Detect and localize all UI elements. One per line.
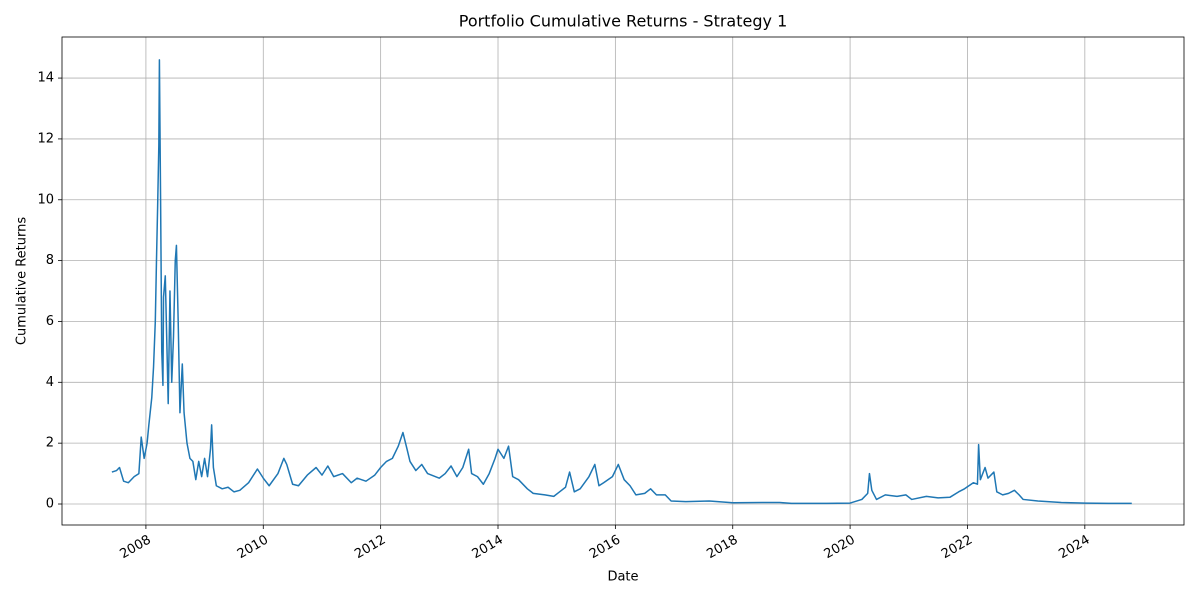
y-tick-label: 4: [46, 375, 54, 390]
plot-frame: [61, 36, 1185, 526]
chart-title: Portfolio Cumulative Returns - Strategy …: [459, 12, 788, 31]
x-tick-label: 2018: [704, 533, 740, 563]
x-tick-label: 2014: [470, 533, 506, 563]
x-tick-label: 2010: [235, 533, 271, 563]
y-tick-label: 10: [37, 192, 54, 207]
y-tick-label: 0: [46, 497, 54, 512]
x-tick-label: 2016: [587, 533, 623, 563]
x-tick-label: 2022: [939, 533, 975, 563]
x-tick-label: 2008: [118, 533, 154, 563]
x-tick-label: 2024: [1056, 533, 1092, 563]
y-tick-label: 8: [46, 253, 54, 268]
y-axis-label: Cumulative Returns: [15, 217, 30, 345]
y-tick-label: 14: [37, 71, 54, 86]
y-tick-label: 12: [37, 131, 54, 146]
x-axis-label: Date: [607, 570, 638, 585]
y-tick-label: 2: [46, 436, 54, 451]
data-line: [111, 59, 1132, 505]
x-tick-label: 2020: [822, 533, 858, 563]
y-tick-label: 6: [46, 314, 54, 329]
x-tick-label: 2012: [352, 533, 388, 563]
